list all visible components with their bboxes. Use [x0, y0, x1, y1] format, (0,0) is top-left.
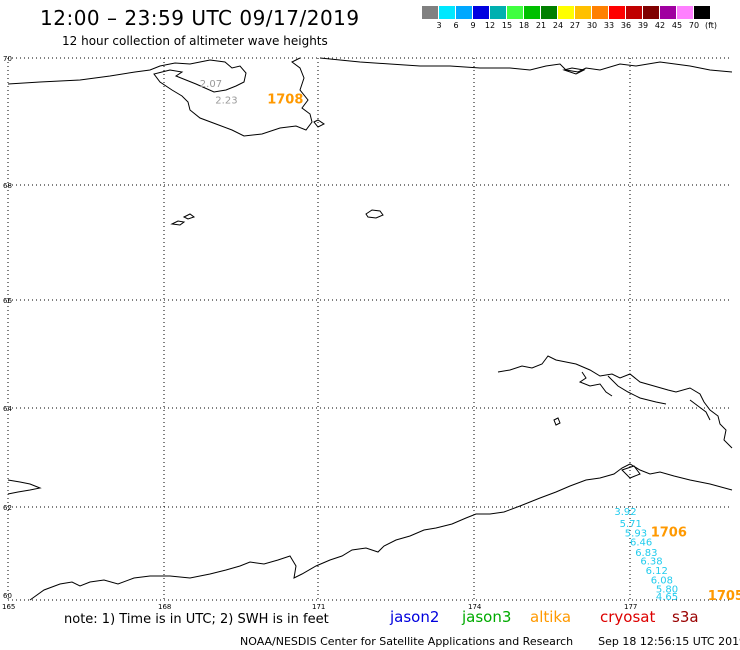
legend-label: 21 [535, 21, 547, 30]
longitude-label: 171 [312, 603, 325, 611]
legend-swatch [609, 6, 626, 19]
legend-label: 42 [654, 21, 666, 30]
satellite-jason2: jason2 [390, 608, 440, 626]
longitude-label: 168 [158, 603, 171, 611]
wave-height-value: 4.65 [656, 592, 678, 603]
legend-swatch [490, 6, 507, 19]
legend-swatch [456, 6, 473, 19]
legend-label: 12 [484, 21, 496, 30]
latitude-labels: 70 68 66 64 62 60 [3, 55, 12, 600]
legend-swatch [626, 6, 643, 19]
legend-label: 45 [671, 21, 683, 30]
legend-label: 18 [518, 21, 530, 30]
northern-coastline [7, 57, 313, 137]
legend-color-bar [422, 6, 711, 19]
legend-label: 24 [552, 21, 564, 30]
credit-text: NOAA/NESDIS Center for Satellite Applica… [240, 635, 574, 648]
legend-label: (ft) [704, 21, 718, 30]
legend-swatch [473, 6, 490, 19]
latitude-label: 68 [3, 182, 12, 190]
wave-height-value: 6.46 [630, 538, 652, 549]
alaska-coastline [497, 355, 733, 449]
longitude-label: 174 [468, 603, 482, 611]
longitude-label: 165 [2, 603, 15, 611]
generated-timestamp: Sep 18 12:56:15 UTC 2019 [598, 635, 740, 648]
legend-label: 70 [688, 21, 700, 30]
coastline [7, 57, 733, 601]
legend-label: 33 [603, 21, 615, 30]
legend-swatch [439, 6, 456, 19]
southern-coastline [29, 463, 733, 601]
longitude-labels: 165 168 171 174 177 [2, 603, 637, 611]
legend-label: 6 [453, 21, 459, 30]
lat-lon-grid [7, 57, 732, 601]
footer-credit: NOAA/NESDIS Center for Satellite Applica… [240, 635, 740, 648]
pass-time-label: 1708 [267, 93, 303, 108]
wave-height-value: 2.23 [215, 96, 237, 107]
longitude-label: 177 [624, 603, 637, 611]
legend-swatch [558, 6, 575, 19]
legend-swatch [541, 6, 558, 19]
wave-height-observations: 2.07 2.23 1708 3.925.715.93 17066.466.836.38… [200, 79, 740, 604]
units-note: note: 1) Time is in UTC; 2) SWH is in fe… [64, 612, 329, 627]
wave-height-value: 6.12 [646, 566, 668, 577]
latitude-label: 60 [3, 592, 12, 600]
legend-label: 36 [620, 21, 632, 30]
legend-swatch [660, 6, 677, 19]
satellite-altika: altika [530, 608, 572, 626]
legend-label: 9 [470, 21, 476, 30]
pass-time-label: 1705 [708, 589, 740, 604]
legend-label: 39 [637, 21, 649, 30]
wave-height-value: 5.71 [620, 519, 642, 530]
legend-swatch [422, 6, 439, 19]
pass-time-label: 1706 [651, 525, 687, 540]
wave-height-value: 5.80 [656, 585, 678, 596]
legend-label: 30 [586, 21, 598, 30]
latitude-label: 66 [3, 297, 12, 305]
legend-swatch [592, 6, 609, 19]
wave-height-value: 6.83 [635, 548, 657, 559]
title: 12:00 – 23:59 UTC 09/17/2019 [40, 6, 360, 30]
satellite-cryosat: cryosat [600, 608, 656, 626]
satellite-s3a: s3a [672, 608, 699, 626]
legend-swatch [507, 6, 524, 19]
wave-height-value: 5.93 [625, 528, 647, 539]
latitude-label: 62 [3, 504, 12, 512]
satellite-jason3: jason3 [462, 608, 512, 626]
island [365, 209, 384, 219]
wave-height-value: 6.08 [651, 575, 673, 586]
subtitle: 12 hour collection of altimeter wave hei… [62, 34, 328, 48]
wave-height-value: 3.92 [614, 507, 636, 518]
legend-label: 3 [436, 21, 442, 30]
legend-swatch [694, 6, 711, 19]
legend-label: 27 [569, 21, 581, 30]
legend-swatch [575, 6, 592, 19]
wave-height-value: 6.38 [640, 557, 662, 568]
latitude-label: 70 [3, 55, 12, 63]
legend-swatch [524, 6, 541, 19]
latitude-label: 64 [3, 405, 12, 413]
legend-swatch [643, 6, 660, 19]
wave-height-value: 2.07 [200, 79, 222, 90]
legend-label: 15 [501, 21, 513, 30]
legend-swatch [677, 6, 694, 19]
